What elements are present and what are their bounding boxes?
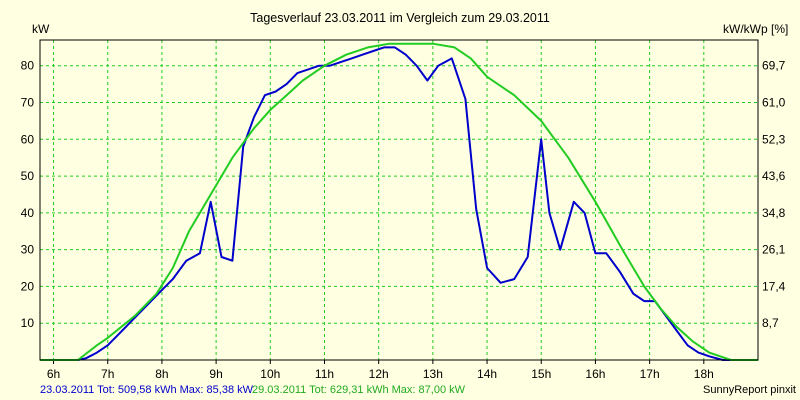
y-axis-right-ticks: 8,7 17,4 26,1 34,8 43,6 52,3 61,0 69,7	[762, 59, 786, 330]
y-right-tick-label: 34,8	[762, 206, 786, 220]
x-tick-label: 7h	[101, 367, 114, 381]
y-right-tick-label: 43,6	[762, 169, 786, 183]
y-right-tick-label: 26,1	[762, 243, 786, 257]
series-line-2	[40, 42, 758, 361]
series-line-1	[40, 46, 758, 361]
y-left-tick-label: 60	[21, 132, 35, 146]
chart-title: Tagesverlauf 23.03.2011 im Vergleich zum…	[250, 11, 550, 25]
y-left-tick-label: 10	[21, 316, 35, 330]
y-left-tick-label: 70	[21, 96, 35, 110]
x-tick-label: 14h	[477, 367, 497, 381]
y-axis-left-ticks: 10 20 30 40 50 60 70 80	[21, 59, 35, 330]
x-tick-label: 11h	[315, 367, 334, 381]
x-tick-label: 8h	[155, 367, 168, 381]
y-left-tick-label: 50	[21, 169, 35, 183]
series-lines	[40, 42, 758, 361]
y-left-tick-label: 80	[21, 59, 35, 73]
y-axis-left-label: kW	[32, 22, 50, 36]
x-tick-label: 6h	[47, 367, 60, 381]
y-left-tick-label: 40	[21, 206, 35, 220]
y-right-tick-label: 52,3	[762, 132, 786, 146]
x-tick-label: 12h	[369, 367, 389, 381]
footer-series-2: 29.03.2011 Tot: 629,31 kWh Max: 87,00 kW	[252, 384, 466, 396]
plot-frame	[39, 39, 759, 361]
footer-credit: SunnyReport pinxit	[703, 384, 796, 396]
y-left-tick-label: 20	[21, 279, 35, 293]
y-right-tick-label: 61,0	[762, 96, 786, 110]
y-right-tick-label: 17,4	[762, 279, 786, 293]
x-tick-label: 9h	[209, 367, 222, 381]
y-right-tick-label: 8,7	[762, 316, 779, 330]
x-axis-ticks: 6h 7h 8h 9h 10h 11h 12h 13h 14h 15h 16h 17h 18h	[47, 360, 714, 381]
x-tick-label: 17h	[640, 367, 660, 381]
x-tick-label: 10h	[260, 367, 280, 381]
footer-series-1: 23.03.2011 Tot: 509,58 kWh Max: 85,38 kW	[40, 384, 254, 396]
grid	[40, 40, 758, 360]
x-tick-label: 18h	[694, 367, 714, 381]
x-tick-label: 16h	[585, 367, 605, 381]
x-tick-label: 15h	[531, 367, 551, 381]
y-right-tick-label: 69,7	[762, 59, 786, 73]
x-tick-label: 13h	[423, 367, 443, 381]
y-axis-right-label: kW/kWp [%]	[723, 22, 788, 36]
y-left-tick-label: 30	[21, 243, 35, 257]
